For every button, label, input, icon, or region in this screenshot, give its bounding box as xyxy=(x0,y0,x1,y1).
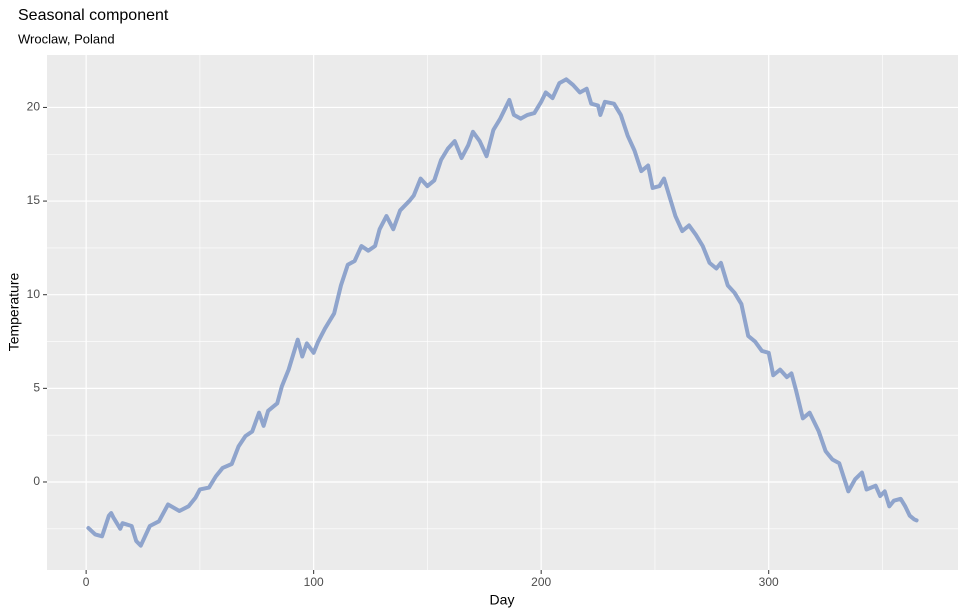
x-tick-label: 300 xyxy=(759,575,779,589)
chart-subtitle: Wroclaw, Poland xyxy=(18,31,115,46)
x-axis-label: Day xyxy=(490,592,515,608)
y-tick-label: 5 xyxy=(33,381,40,395)
y-tick-label: 20 xyxy=(27,100,41,114)
x-tick-label: 100 xyxy=(304,575,324,589)
y-tick-label: 10 xyxy=(27,287,41,301)
y-tick-label: 15 xyxy=(27,193,41,207)
y-tick-label: 0 xyxy=(33,474,40,488)
data-line xyxy=(86,77,919,548)
plot-panel xyxy=(47,55,958,570)
y-axis-label: Temperature xyxy=(6,272,22,351)
x-tick-label: 200 xyxy=(531,575,551,589)
x-tick-label: 0 xyxy=(83,575,90,589)
chart-title: Seasonal component xyxy=(18,7,169,24)
